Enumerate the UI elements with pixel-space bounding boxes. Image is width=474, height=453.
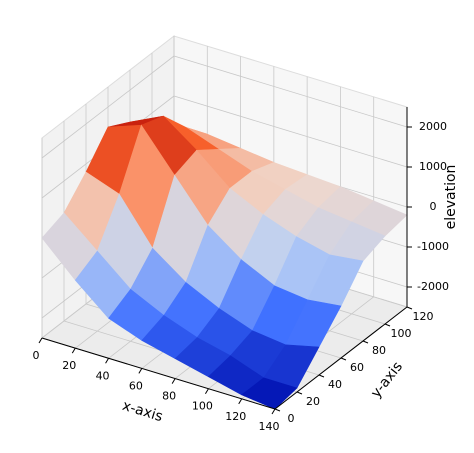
tick-mark (171, 378, 176, 384)
x-tick-label: 0 (33, 349, 40, 362)
tick-mark (204, 388, 209, 394)
y-tick-label: 100 (391, 327, 412, 340)
tick-mark (340, 357, 347, 361)
x-axis-line (41, 337, 276, 410)
y-axis-label: y-axis (368, 359, 406, 401)
x-tick-label: 20 (62, 359, 76, 372)
tick-mark (384, 323, 391, 327)
z-tick-label: -1000 (417, 240, 449, 253)
x-tick-label: 60 (129, 379, 143, 392)
x-tick-label: 120 (225, 410, 246, 423)
grid-line (41, 55, 175, 159)
grid-line (173, 55, 408, 128)
tick-mark (274, 408, 281, 412)
tick-mark (271, 408, 276, 415)
x-tick-label: 40 (96, 369, 110, 382)
x-tick-label: 100 (192, 400, 213, 413)
x-tick-label: 80 (162, 390, 176, 403)
y-axis-line (274, 306, 408, 410)
surface (41, 115, 408, 410)
grid-line (173, 95, 408, 168)
z-tick-label: 2000 (419, 120, 447, 133)
tick-mark (71, 347, 76, 354)
x-tick-label: 140 (259, 420, 280, 433)
y-tick-label: 20 (306, 395, 320, 408)
axes: 020406080100120140020406080100120-2000-1… (33, 107, 459, 433)
z-tick-label: 1000 (419, 160, 447, 173)
z-tick-label: -2000 (417, 280, 449, 293)
y-tick-label: 120 (413, 310, 434, 323)
x-axis-label: x-axis (120, 398, 164, 425)
y-tick-label: 0 (288, 412, 295, 425)
tick-mark (362, 340, 369, 344)
tick-mark (406, 306, 413, 310)
tick-mark (296, 391, 303, 395)
z-axis-label: elevation (443, 165, 459, 230)
tick-mark (138, 368, 143, 374)
y-tick-label: 60 (350, 361, 364, 374)
tick-mark (38, 337, 43, 344)
tick-mark (318, 374, 325, 378)
surface-patch (241, 377, 298, 410)
z-tick-label: 0 (430, 200, 437, 213)
tick-mark (238, 398, 243, 405)
y-tick-label: 80 (372, 344, 386, 357)
tick-mark (105, 358, 110, 364)
y-tick-label: 40 (328, 378, 342, 391)
